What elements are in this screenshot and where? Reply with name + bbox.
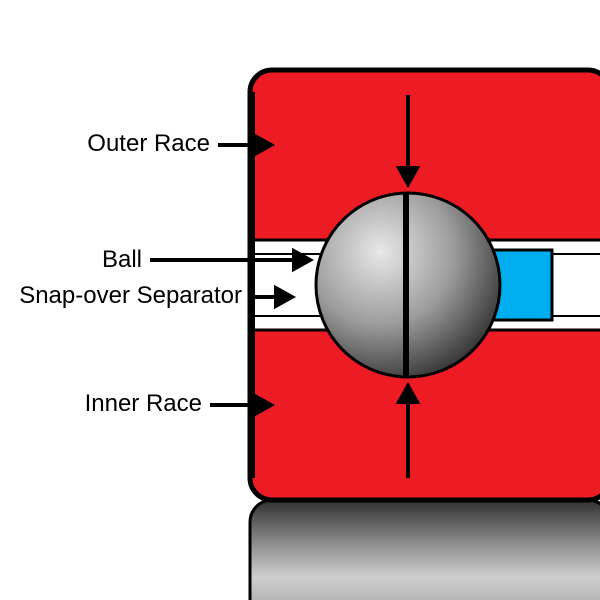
label-ball: Ball bbox=[102, 246, 142, 274]
diagram-stage: Outer Race Ball Snap-over Separator Inne… bbox=[0, 0, 600, 600]
label-inner-race: Inner Race bbox=[85, 390, 202, 418]
label-outer-race: Outer Race bbox=[87, 130, 210, 158]
label-separator: Snap-over Separator bbox=[19, 282, 242, 310]
